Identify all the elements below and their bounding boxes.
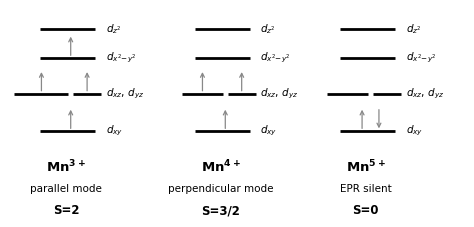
Text: S=0: S=0 [353, 205, 379, 217]
Text: perpendicular mode: perpendicular mode [168, 184, 273, 194]
Text: $d_{x^2\!-\!y^2}$: $d_{x^2\!-\!y^2}$ [260, 51, 291, 65]
Text: $d_{z^2}$: $d_{z^2}$ [106, 22, 121, 36]
Text: $d_{x^2\!-\!y^2}$: $d_{x^2\!-\!y^2}$ [406, 51, 436, 65]
Text: $d_{z^2}$: $d_{z^2}$ [260, 22, 276, 36]
Text: $d_{xz},\,d_{yz}$: $d_{xz},\,d_{yz}$ [406, 86, 445, 101]
Text: EPR silent: EPR silent [340, 184, 392, 194]
Text: $\mathbf{Mn^{4+}}$: $\mathbf{Mn^{4+}}$ [201, 158, 240, 175]
Text: parallel mode: parallel mode [30, 184, 102, 194]
Text: S=3/2: S=3/2 [201, 205, 240, 217]
Text: $d_{x^2\!-\!y^2}$: $d_{x^2\!-\!y^2}$ [106, 51, 137, 65]
Text: $d_{xy}$: $d_{xy}$ [406, 124, 423, 138]
Text: S=2: S=2 [53, 205, 79, 217]
Text: $d_{xz},\,d_{yz}$: $d_{xz},\,d_{yz}$ [260, 86, 299, 101]
Text: $\mathbf{Mn^{3+}}$: $\mathbf{Mn^{3+}}$ [46, 158, 86, 175]
Text: $\mathbf{Mn^{5+}}$: $\mathbf{Mn^{5+}}$ [346, 158, 386, 175]
Text: $d_{xy}$: $d_{xy}$ [106, 124, 123, 138]
Text: $d_{xy}$: $d_{xy}$ [260, 124, 278, 138]
Text: $d_{xz},\,d_{yz}$: $d_{xz},\,d_{yz}$ [106, 86, 145, 101]
Text: $d_{z^2}$: $d_{z^2}$ [406, 22, 421, 36]
